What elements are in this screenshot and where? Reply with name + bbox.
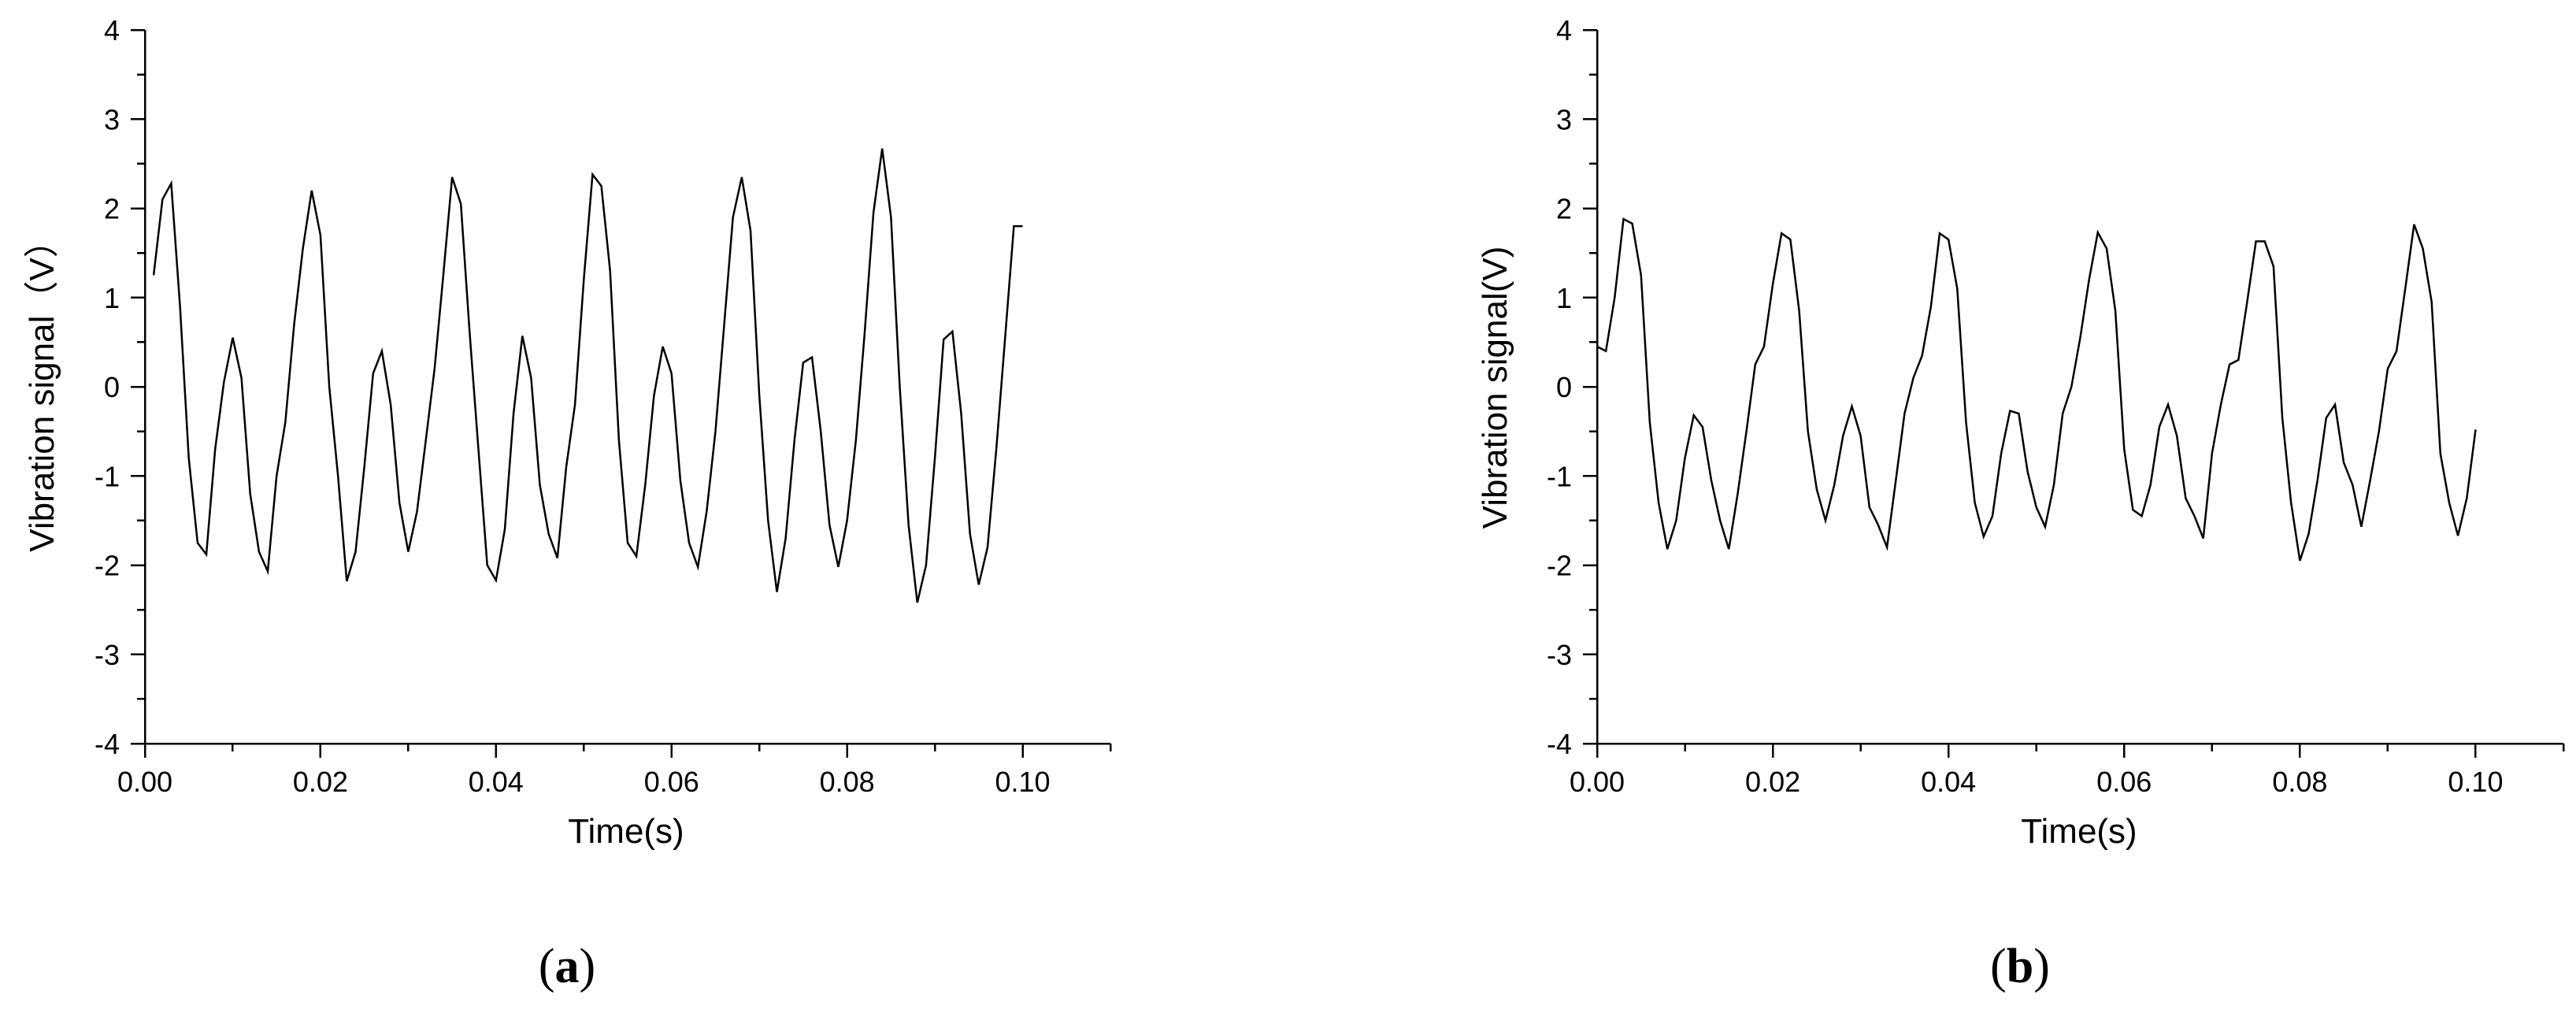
y-tick-label: 3 xyxy=(1556,103,1572,135)
x-tick-label: 0.06 xyxy=(644,766,699,798)
panel-label-open: ( xyxy=(539,940,555,993)
y-tick-label: 1 xyxy=(104,282,120,314)
x-tick-label: 0.02 xyxy=(1745,766,1800,798)
y-tick-label: 0 xyxy=(1556,371,1572,403)
y-tick-label: -4 xyxy=(1547,728,1572,760)
x-axis-label: Time(s) xyxy=(568,812,684,851)
x-tick-label: 0.00 xyxy=(1570,766,1625,798)
y-tick-label: -1 xyxy=(95,460,120,492)
x-tick-label: 0.10 xyxy=(2448,766,2503,798)
y-tick-label: -2 xyxy=(95,550,120,582)
y-tick-label: -3 xyxy=(95,639,120,671)
x-axis-label: Time(s) xyxy=(2021,812,2137,851)
panel-label-close: ) xyxy=(580,940,596,993)
panel-label-letter: a xyxy=(555,940,580,993)
chart-panel-b: Vibration signal(V) Time(s) (b) -4 -3 -2 -1… xyxy=(1476,14,2565,993)
series-line xyxy=(152,148,1023,603)
panel-label-open: ( xyxy=(1990,940,2007,993)
y-tick-label: -2 xyxy=(1547,550,1572,582)
y-tick-label: 4 xyxy=(104,14,120,46)
y-tick-label: 3 xyxy=(104,103,120,135)
panel-label-close: ) xyxy=(2033,940,2050,993)
x-tick-label: 0.06 xyxy=(2096,766,2152,798)
y-tick-label: 1 xyxy=(1556,282,1572,314)
y-tick-label: -3 xyxy=(1547,639,1572,671)
y-tick-label: 2 xyxy=(1556,193,1572,225)
x-tick-label: 0.00 xyxy=(117,766,172,798)
y-axis-label: Vibration signal（V） xyxy=(23,223,61,551)
y-tick-label: -1 xyxy=(1547,460,1572,492)
x-tick-label: 0.02 xyxy=(293,766,348,798)
y-axis-label: Vibration signal(V) xyxy=(1476,247,1514,529)
x-tick-label: 0.04 xyxy=(469,766,524,798)
series-line xyxy=(1596,217,2477,562)
y-tick-label: 0 xyxy=(104,371,120,403)
x-tick-label: 0.08 xyxy=(2272,766,2327,798)
panel-label: (a) xyxy=(539,940,595,993)
x-tick-label: 0.08 xyxy=(820,766,875,798)
panel-label-letter: b xyxy=(2007,940,2033,993)
panel-label: (b) xyxy=(1990,940,2050,993)
y-tick-label: 4 xyxy=(1556,14,1572,46)
y-tick-label: -4 xyxy=(95,728,120,760)
x-tick-label: 0.10 xyxy=(995,766,1051,798)
x-tick-label: 0.04 xyxy=(1921,766,1976,798)
chart-panel-a: Vibration signal（V） Time(s) (a) -4 -3 -2 -1… xyxy=(23,14,1112,993)
y-tick-label: 2 xyxy=(104,193,120,225)
